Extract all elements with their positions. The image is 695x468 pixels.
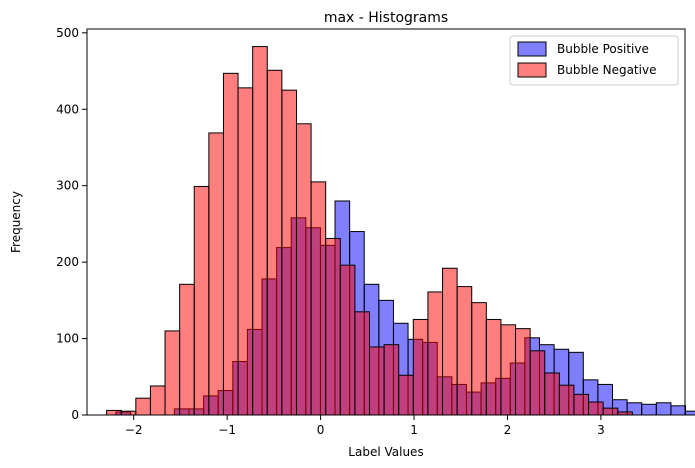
y-axis: 0 100 200 300 400 500 xyxy=(56,26,87,422)
bar-bubble-negative xyxy=(368,346,385,416)
bar-bubble-negative xyxy=(471,302,487,416)
bar-bubble-negative xyxy=(295,123,312,416)
bar-bubble-negative xyxy=(588,401,604,416)
bar-bubble-negative xyxy=(193,185,210,416)
bar-bubble-negative xyxy=(383,344,400,416)
x-tick-label: 1 xyxy=(410,423,418,437)
y-tick-label: 100 xyxy=(56,332,79,346)
bar-bubble-negative xyxy=(281,89,297,416)
bar-bubble-negative xyxy=(412,318,429,416)
bar-bubble-negative xyxy=(208,132,224,416)
bar-bubble-negative xyxy=(485,318,502,416)
legend-label-bubble-negative: Bubble Negative xyxy=(557,63,656,77)
bar-bubble-negative xyxy=(149,385,166,416)
bar-bubble-negative xyxy=(427,291,444,416)
bar-bubble-negative xyxy=(354,311,370,416)
bar-bubble-negative xyxy=(398,374,414,416)
x-axis: −2 −1 0 1 2 3 xyxy=(125,415,605,437)
bar-bubble-negative xyxy=(500,324,517,416)
x-tick-label: 2 xyxy=(504,423,512,437)
legend-swatch-bubble-negative xyxy=(517,62,547,78)
legend-label-bubble-positive: Bubble Positive xyxy=(557,42,649,56)
bar-bubble-positive xyxy=(685,410,695,416)
bar-bubble-negative xyxy=(310,181,327,416)
bar-bubble-negative xyxy=(135,397,151,416)
bar-bubble-negative xyxy=(164,330,181,416)
bar-bubble-negative xyxy=(222,72,239,416)
chart-title: max - Histograms xyxy=(324,10,448,26)
bar-bubble-negative xyxy=(252,46,268,416)
bar-bubble-negative xyxy=(544,372,560,416)
bar-bubble-positive xyxy=(655,402,672,416)
x-tick-label: −2 xyxy=(125,423,143,437)
plot-frame xyxy=(86,28,686,416)
bar-bubble-negative xyxy=(325,237,341,416)
bar-bubble-negative xyxy=(120,410,137,416)
x-axis-label: Label Values xyxy=(348,445,423,459)
bar-bubble-positive xyxy=(641,403,657,416)
bar-bubble-negative xyxy=(602,407,619,416)
x-tick-label: −1 xyxy=(218,423,236,437)
bar-bubble-negative xyxy=(179,283,195,416)
x-tick-label: 0 xyxy=(317,423,325,437)
bar-bubble-negative xyxy=(442,267,458,416)
legend-box xyxy=(509,35,679,86)
y-tick-label: 500 xyxy=(56,26,79,40)
bar-bubble-positive xyxy=(670,405,687,416)
bar-bubble-negative xyxy=(339,264,356,416)
y-tick-label: 0 xyxy=(71,408,79,422)
y-tick-label: 400 xyxy=(56,102,79,116)
y-tick-label: 300 xyxy=(56,179,79,193)
bar-bubble-negative xyxy=(573,393,590,416)
x-tick-label: 3 xyxy=(597,423,605,437)
y-tick-label: 200 xyxy=(56,255,79,269)
bar-bubble-negative xyxy=(558,384,575,416)
legend-swatch-bubble-positive xyxy=(517,41,547,57)
bar-bubble-negative xyxy=(237,87,254,416)
bar-bubble-negative xyxy=(106,409,122,416)
legend: Bubble Positive Bubble Negative xyxy=(509,35,679,86)
bar-bubble-negative xyxy=(456,286,473,416)
bar-bubble-negative xyxy=(266,69,283,416)
y-axis-label: Frequency xyxy=(9,191,23,253)
bar-bubble-negative xyxy=(529,350,546,416)
bar-bubble-negative xyxy=(515,328,531,416)
